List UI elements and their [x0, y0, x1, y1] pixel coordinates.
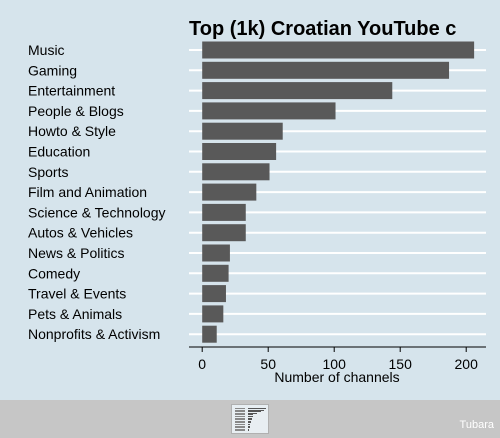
x-tick-label: 0: [198, 356, 206, 372]
thumbnail-bar: [248, 408, 266, 409]
category-label: Education: [28, 144, 90, 160]
category-label: Pets & Animals: [28, 306, 122, 322]
bar-education: [202, 143, 277, 160]
category-label: Film and Animation: [28, 184, 147, 200]
thumbnail-label-line: [235, 422, 245, 424]
thumbnail-bar: [248, 414, 253, 416]
bar-entertainment: [202, 82, 393, 100]
x-axis: 0 50 100 150 200: [189, 346, 486, 372]
thumbnail-label-line: [235, 425, 245, 427]
x-tick-label: 150: [389, 356, 413, 372]
x-tick-label: 50: [260, 356, 276, 372]
category-label: News & Politics: [28, 245, 124, 261]
category-label: People & Blogs: [28, 103, 124, 119]
thumbnail-label-line: [235, 416, 245, 417]
category-label: Comedy: [28, 265, 80, 281]
chart-area: Music Gaming Entertainment People & Blogs Ho…: [28, 18, 486, 385]
thumbnail-label-line: [235, 430, 245, 432]
thumbnail-label-line: [235, 412, 245, 414]
x-axis-title: Number of channels: [274, 369, 399, 385]
thumbnail-bar: [248, 427, 250, 429]
category-labels: Music Gaming Entertainment People & Blogs Ho…: [28, 42, 166, 342]
thumbnail-bar: [248, 416, 253, 417]
watermark-text: Tubara: [459, 419, 494, 431]
thumbnail-label-line: [235, 411, 245, 413]
category-label: Nonprofits & Activism: [28, 326, 160, 342]
thumbnail-label-line: [235, 417, 245, 419]
thumbnail-label-line: [235, 419, 245, 421]
bar-science-technology: [202, 203, 246, 221]
thumbnail-label-line: [235, 414, 245, 416]
thumbnail-label-line: [235, 428, 245, 430]
thumbnail-label-line: [235, 424, 245, 425]
category-label: Science & Technology: [28, 204, 166, 220]
x-tick-label: 100: [323, 356, 347, 372]
bar-autos-vehicles: [202, 224, 246, 242]
x-tick-label: 200: [455, 356, 479, 372]
bar-pets-animals: [202, 305, 224, 323]
bar-sports: [202, 163, 270, 181]
category-label: Travel & Events: [28, 286, 126, 302]
thumbnail-bar: [248, 417, 252, 419]
category-label: Music: [28, 42, 65, 58]
thumbnail-bar: [248, 428, 249, 430]
bar-news-politics: [202, 244, 230, 262]
bar-music: [202, 41, 475, 59]
category-label: Entertainment: [28, 83, 115, 99]
footer-bar: Tubara: [0, 400, 500, 438]
thumbnail-label-line: [235, 408, 245, 409]
bar-howto-style: [202, 122, 283, 140]
thumbnail-bar: [248, 411, 261, 413]
chart-title: Top (1k) Croatian YouTube c: [189, 18, 456, 40]
bar-nonprofits-activism: [202, 325, 217, 343]
thumbnail-bar: [248, 412, 257, 414]
bar-people-blogs: [202, 102, 336, 120]
thumbnail-label-line: [235, 420, 245, 422]
category-label: Howto & Style: [28, 123, 116, 139]
bar-chart: Music Gaming Entertainment People & Blogs Ho…: [28, 18, 486, 385]
chart-thumbnail-icon[interactable]: [231, 404, 269, 434]
bar-gaming: [202, 61, 450, 79]
thumbnail-bar: [248, 424, 250, 425]
thumbnail-bar: [248, 419, 252, 421]
thumbnail-label-line: [235, 409, 245, 411]
thumbnail-bar: [248, 409, 264, 411]
thumbnail-bar: [248, 420, 251, 422]
bar-film-and-animation: [202, 183, 257, 201]
thumbnail-label-line: [235, 427, 245, 429]
category-label: Sports: [28, 164, 68, 180]
bar-comedy: [202, 264, 229, 282]
thumbnail-bar: [248, 425, 250, 427]
category-label: Gaming: [28, 62, 77, 78]
bar-travel-events: [202, 285, 226, 303]
thumbnail-bar: [248, 430, 249, 432]
thumbnail-bar: [248, 422, 251, 424]
category-label: Autos & Vehicles: [28, 225, 133, 241]
bars: [202, 41, 475, 343]
